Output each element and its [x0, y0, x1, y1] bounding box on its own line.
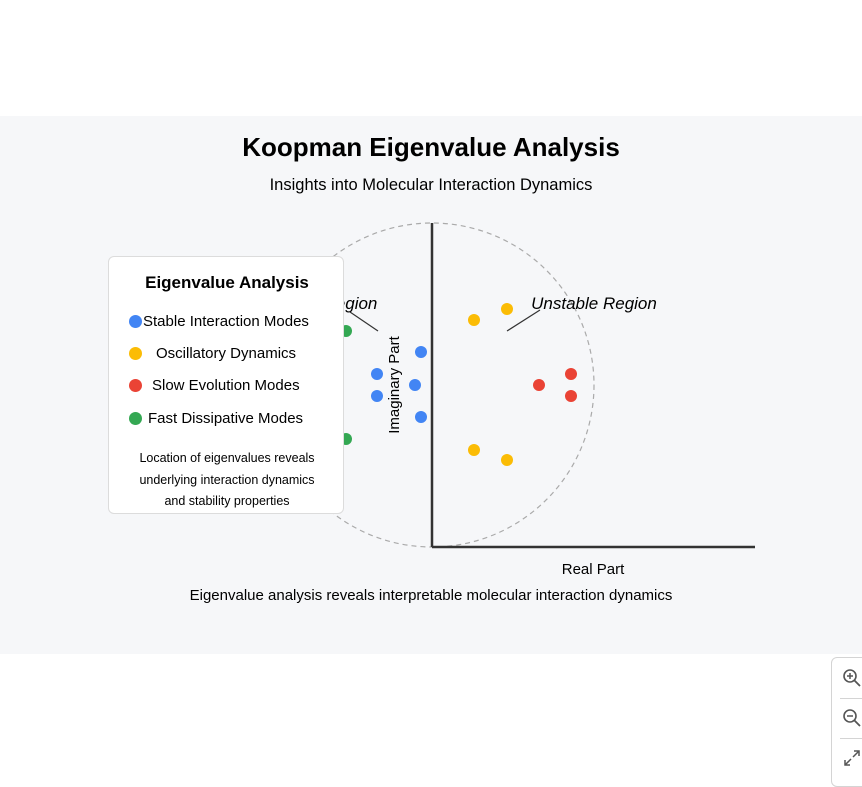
legend-item-slow: Slow Evolution Modes — [109, 377, 345, 397]
footer-caption: Eigenvalue analysis reveals interpretabl… — [189, 587, 673, 604]
stable-mode-point — [409, 379, 421, 391]
legend-label: Fast Dissipative Modes — [148, 410, 304, 427]
expand-icon — [844, 750, 860, 766]
slow-mode-point — [533, 379, 545, 391]
slow-mode-point — [565, 390, 577, 402]
stable-mode-point — [415, 346, 427, 358]
toolbar-divider — [840, 738, 862, 739]
oscillatory-mode-point — [501, 303, 513, 315]
zoom-in-icon — [843, 669, 861, 687]
stable-region-pointer — [349, 311, 379, 332]
slow-legend-dot — [129, 379, 142, 392]
toolbar-divider — [840, 698, 862, 699]
oscillatory-mode-point — [501, 454, 513, 466]
legend-note-line: underlying interaction dynamics — [139, 472, 315, 487]
expand-button[interactable] — [832, 738, 862, 778]
stable-mode-point — [371, 368, 383, 380]
legend-label: Oscillatory Dynamics — [156, 345, 297, 362]
zoom-toolbar — [831, 657, 862, 787]
legend-note: Location of eigenvalues reveals underlyi… — [109, 448, 345, 513]
zoom-out-button[interactable] — [832, 698, 862, 738]
stable-legend-dot — [129, 315, 142, 328]
y-axis-label: Imaginary Part — [386, 335, 403, 433]
legend-item-stable: Stable Interaction Modes — [109, 313, 345, 333]
page-subtitle: Insights into Molecular Interaction Dyna… — [269, 176, 593, 194]
page-title: Koopman Eigenvalue Analysis — [242, 132, 620, 162]
legend-note-line: Location of eigenvalues reveals — [139, 451, 315, 465]
legend-item-fast: Fast Dissipative Modes — [109, 410, 345, 430]
legend-title: Eigenvalue Analysis — [145, 273, 309, 292]
legend-label: Stable Interaction Modes — [143, 313, 309, 330]
oscillatory-mode-point — [468, 314, 480, 326]
legend-note-line: and stability properties — [164, 494, 290, 508]
unstable-region-pointer — [506, 309, 541, 332]
zoom-in-button[interactable] — [832, 658, 862, 698]
legend-box: Eigenvalue Analysis Stable Interaction M… — [108, 256, 344, 514]
stable-mode-point — [415, 411, 427, 423]
legend-item-oscillatory: Oscillatory Dynamics — [109, 345, 345, 365]
legend-label: Slow Evolution Modes — [152, 377, 300, 394]
fast-legend-dot — [129, 412, 142, 425]
x-axis-label: Real Part — [562, 561, 625, 578]
slow-mode-point — [565, 368, 577, 380]
zoom-out-icon — [843, 709, 861, 727]
oscillatory-legend-dot — [129, 347, 142, 360]
unstable-region-label: Unstable Region — [531, 294, 657, 313]
oscillatory-mode-point — [468, 444, 480, 456]
stable-mode-point — [371, 390, 383, 402]
